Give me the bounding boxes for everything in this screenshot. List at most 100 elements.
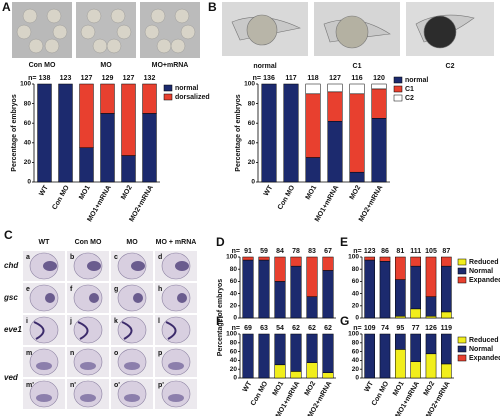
bar-segment (258, 256, 270, 261)
y-axis-label: Percentage of embryos (11, 94, 18, 172)
y-axis-label: Percentage of embryos (235, 94, 242, 172)
y-tick-label: 80 (248, 100, 256, 107)
n-label: 63 (260, 325, 268, 332)
legend-label: Expanded (469, 277, 500, 284)
column-label: MO + mRNA (156, 239, 197, 246)
bar-segment (274, 333, 286, 366)
n-prefix: n= (353, 248, 361, 255)
bar-segment (441, 256, 452, 267)
stain (45, 293, 55, 303)
panel-letter: B (208, 0, 217, 14)
bar-segment (142, 113, 157, 183)
bar-segment (242, 256, 254, 261)
bar-segment (306, 256, 318, 297)
photo-label: MO (100, 62, 112, 69)
column-label: Con MO (75, 239, 102, 246)
image-letter: o' (114, 382, 120, 389)
bar-segment (410, 333, 421, 362)
n-label: 69 (244, 325, 252, 332)
image-letter: p' (158, 382, 164, 389)
y-tick-label: 60 (230, 278, 238, 285)
n-label: 62 (308, 325, 316, 332)
n-label: 123 (364, 248, 376, 255)
bar-segment (441, 333, 452, 365)
image-letter: o (114, 350, 118, 357)
x-tick-label: MO1+mRNA (314, 184, 340, 223)
image-letter: b (70, 254, 74, 261)
stain (80, 394, 96, 402)
bar-segment (395, 333, 406, 350)
bar-segment (290, 265, 302, 319)
row-label: eve1 (4, 325, 22, 334)
n-label: 136 (263, 75, 275, 82)
n-label: 91 (244, 248, 252, 255)
column-label: WT (39, 239, 51, 246)
y-tick-label: 0 (233, 375, 237, 382)
n-label: 77 (412, 325, 420, 332)
n-label: 105 (425, 248, 437, 255)
n-label: 138 (39, 75, 51, 82)
bar-segment (322, 372, 334, 379)
n-label: 59 (260, 248, 268, 255)
y-tick-label: 80 (230, 266, 238, 273)
y-tick-label: 80 (230, 340, 238, 347)
y-tick-label: 60 (352, 348, 360, 355)
bar-segment (242, 259, 254, 319)
bar-segment (274, 256, 286, 282)
stain (36, 394, 52, 402)
n-label: 116 (351, 75, 362, 82)
n-label: 54 (276, 325, 284, 332)
bar-segment (305, 157, 321, 183)
stain (121, 321, 133, 340)
bar-segment (306, 362, 318, 379)
image-letter: j (69, 318, 72, 325)
y-tick-label: 0 (27, 179, 31, 186)
bar-segment (37, 83, 52, 183)
bar-segment (410, 256, 421, 267)
bar-segment (379, 256, 391, 262)
legend-label: Normal (469, 268, 493, 275)
bar-segment (441, 265, 452, 313)
embryo (161, 284, 191, 312)
bar-segment (410, 361, 421, 379)
panel-letter: F (216, 314, 223, 328)
photo-label: C1 (353, 63, 362, 70)
n-label: 83 (308, 248, 316, 255)
image-letter: p (158, 350, 162, 357)
bar-segment (283, 83, 299, 183)
y-tick-label: 20 (352, 303, 360, 310)
panel-letter: A (2, 0, 11, 14)
bar-segment (274, 281, 286, 319)
legend-swatch (457, 354, 467, 362)
image-letter: e (26, 286, 30, 293)
y-tick-label: 0 (233, 315, 237, 322)
n-prefix: n= (232, 325, 240, 332)
x-tick-label: WT (242, 380, 254, 394)
legend-label: dorsalized (175, 94, 210, 101)
n-label: 78 (292, 248, 300, 255)
photo-label: Con MO (29, 62, 56, 69)
panel-b-photos: normal C1 C2 (222, 2, 494, 70)
panel-letter: D (216, 235, 225, 249)
legend-swatch (457, 267, 467, 275)
y-tick-label: 40 (230, 357, 238, 364)
bar-segment (290, 371, 302, 379)
bar-segment (327, 83, 343, 93)
y-tick-label: 40 (248, 140, 256, 147)
x-tick-label: MO2 (423, 380, 437, 397)
y-tick-label: 80 (24, 100, 32, 107)
n-label: 132 (144, 75, 156, 82)
legend-label: Reduced (469, 337, 499, 344)
stain (133, 293, 143, 303)
n-prefix: n= (28, 75, 36, 82)
x-tick-label: WT (263, 184, 275, 198)
n-label: 67 (324, 248, 332, 255)
n-label: 84 (276, 248, 284, 255)
n-label: 117 (285, 75, 296, 82)
bar-segment (395, 315, 406, 319)
image-letter: l (158, 318, 160, 325)
y-tick-label: 20 (352, 366, 360, 373)
stain (124, 362, 140, 370)
legend-label: Expanded (469, 355, 500, 362)
